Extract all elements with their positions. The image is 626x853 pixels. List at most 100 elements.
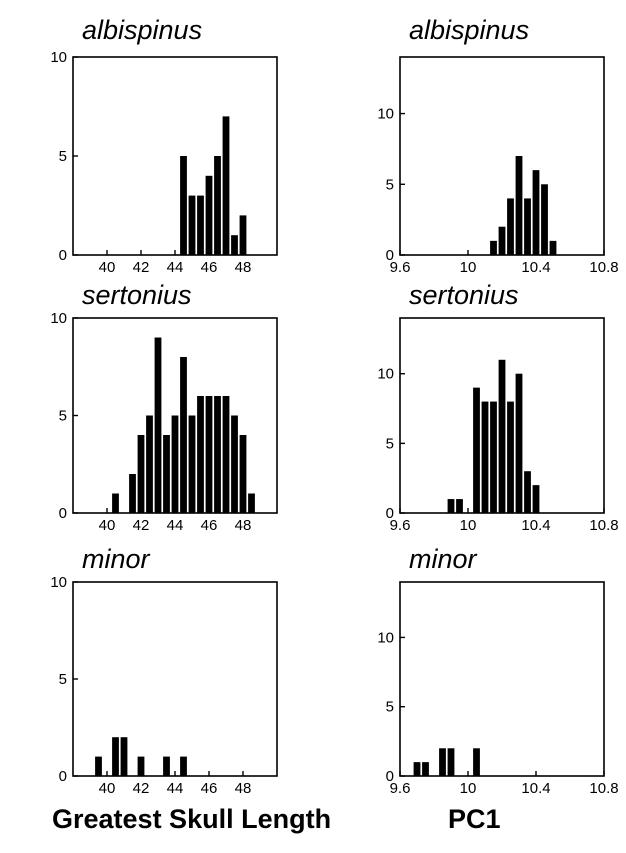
y-tick-label: 0 (386, 505, 394, 522)
histogram-bar (205, 175, 213, 255)
x-tick-label: 48 (235, 780, 252, 797)
panel-title-minor-skull: minor (82, 544, 150, 574)
x-tick-label: 10 (460, 517, 477, 534)
histogram-bar (498, 359, 506, 513)
x-axis-caption-skull-length: Greatest Skull Length (52, 804, 332, 834)
y-tick-label: 0 (386, 768, 394, 785)
histogram-bar (205, 396, 213, 513)
x-tick-label: 10 (460, 780, 477, 797)
histogram-bar (541, 184, 548, 255)
y-tick-label: 10 (377, 629, 394, 646)
histogram-panel-2: 0 5 10 9.6 10 10.4 10.8 (377, 56, 619, 276)
histogram-bar (515, 373, 523, 513)
histogram-bar (515, 156, 523, 255)
plot-frame (399, 581, 605, 777)
x-tick-label: 42 (133, 780, 150, 797)
histogram-bar (507, 401, 514, 513)
x-tick-label: 42 (133, 259, 150, 276)
x-tick-label: 10.8 (589, 517, 618, 534)
plot-frame (399, 56, 605, 256)
x-tick-label: 10.8 (589, 259, 618, 276)
histogram-bar (490, 401, 497, 513)
histogram-bar (137, 435, 145, 513)
y-tick-label: 10 (50, 310, 67, 327)
histogram-bar (214, 396, 221, 513)
histogram-bar (197, 396, 204, 513)
y-tick-label: 5 (59, 671, 67, 688)
x-tick-label: 10.4 (521, 517, 550, 534)
x-tick-label: 9.6 (390, 259, 411, 276)
histogram-bar (481, 401, 489, 513)
plot-frame (399, 317, 605, 514)
histogram-bar (507, 198, 514, 255)
histogram-bar (439, 748, 446, 776)
histogram-bar (532, 485, 540, 513)
x-tick-label: 46 (201, 517, 218, 534)
histogram-panel-1: 0 5 10 40 42 44 46 48 (50, 49, 278, 276)
y-tick-label: 10 (50, 574, 67, 591)
histogram-bar (549, 240, 557, 255)
histogram-bar (188, 195, 196, 255)
y-tick-label: 0 (59, 247, 67, 264)
x-tick-label: 10.4 (521, 780, 550, 797)
histogram-bar (163, 756, 170, 776)
histogram-bar (413, 762, 421, 776)
x-tick-label: 10.4 (521, 259, 550, 276)
histogram-bar (231, 415, 238, 513)
histogram-bar (154, 337, 162, 513)
histogram-bar (222, 396, 230, 513)
histogram-bar (239, 215, 247, 255)
x-tick-label: 10 (460, 259, 477, 276)
y-tick-label: 10 (50, 49, 67, 66)
histogram-bar (129, 474, 136, 513)
histogram-bar (473, 748, 480, 776)
x-tick-label: 10.8 (589, 780, 618, 797)
histogram-bar (188, 415, 196, 513)
y-tick-label: 5 (386, 435, 394, 452)
y-tick-label: 5 (386, 699, 394, 716)
histogram-bar (447, 748, 455, 776)
histogram-panel-5: 0 5 10 40 42 44 46 48 (50, 574, 278, 797)
histogram-bar (180, 756, 187, 776)
x-tick-label: 44 (167, 780, 184, 797)
histogram-bar (112, 737, 119, 776)
panel-title-albispinus-skull: albispinus (82, 15, 203, 45)
histogram-bar (180, 357, 187, 513)
x-axis-caption-pc1: PC1 (448, 804, 501, 834)
histogram-bar (490, 240, 497, 255)
histogram-bar (473, 387, 480, 513)
panel-title-albispinus-pc1: albispinus (409, 15, 530, 45)
histogram-bar (231, 235, 238, 255)
plot-frame (72, 581, 278, 777)
y-tick-label: 10 (377, 106, 394, 123)
histogram-bar (197, 195, 204, 255)
x-tick-label: 40 (99, 517, 116, 534)
x-tick-label: 48 (235, 259, 252, 276)
histogram-bar (137, 756, 145, 776)
histogram-bar (422, 762, 429, 776)
y-tick-label: 5 (59, 408, 67, 425)
histogram-bar (214, 156, 221, 255)
histogram-bar (222, 116, 230, 256)
x-tick-label: 48 (235, 517, 252, 534)
y-tick-label: 5 (386, 176, 394, 193)
y-tick-label: 10 (377, 366, 394, 383)
x-tick-label: 46 (201, 259, 218, 276)
panel-title-sertonius-skull: sertonius (82, 280, 192, 310)
x-tick-label: 46 (201, 780, 218, 797)
histogram-bar (171, 415, 179, 513)
panel-title-sertonius-pc1: sertonius (409, 280, 519, 310)
histogram-bar (146, 415, 153, 513)
y-tick-label: 0 (59, 768, 67, 785)
panel-title-minor-pc1: minor (409, 544, 477, 574)
x-tick-label: 9.6 (390, 780, 411, 797)
histogram-panel-4: 0 5 10 9.6 10 10.4 10.8 (377, 317, 619, 534)
histogram-bar (532, 170, 540, 255)
x-tick-label: 40 (99, 780, 116, 797)
histogram-bar (524, 198, 531, 255)
histogram-bar (498, 226, 506, 255)
y-tick-label: 0 (386, 247, 394, 264)
histogram-bar (112, 493, 119, 513)
